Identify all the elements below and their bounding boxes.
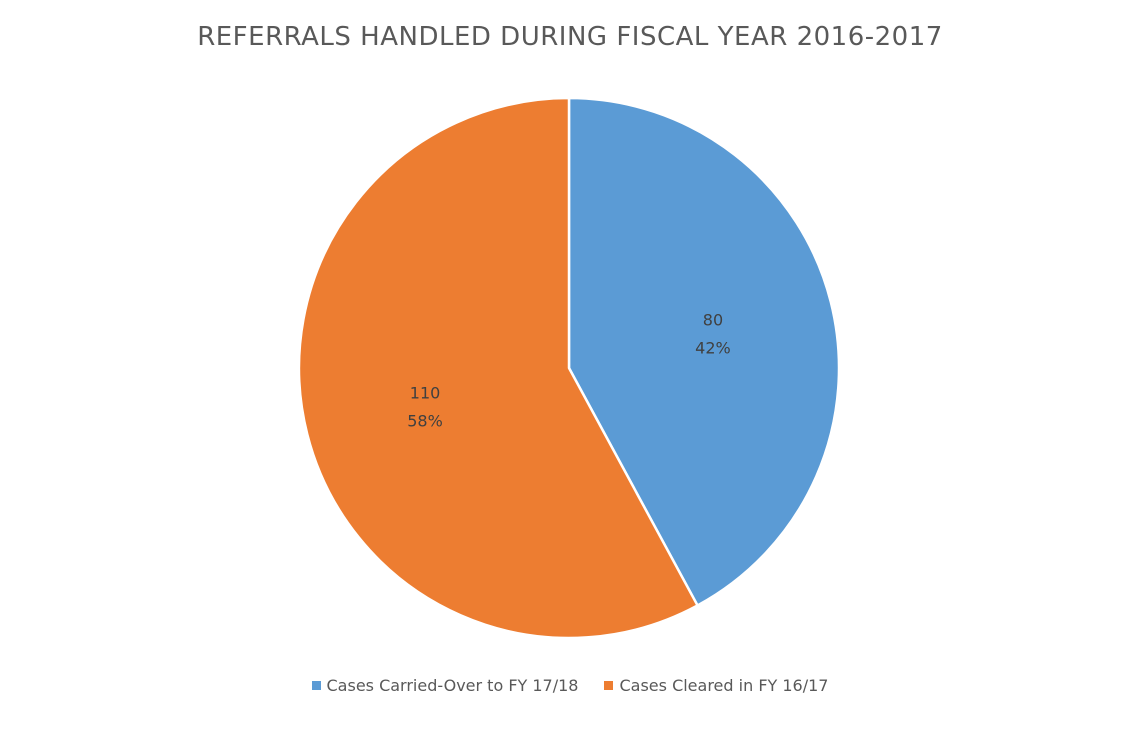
chart-legend: Cases Carried-Over to FY 17/18 Cases Cle…	[0, 676, 1140, 695]
data-label-percent-cleared: 58%	[407, 411, 443, 430]
legend-entry-cleared[interactable]: Cases Cleared in FY 16/17	[604, 676, 828, 695]
pie-slice-cleared[interactable]	[297, 96, 699, 640]
legend-swatch-cleared	[604, 681, 614, 690]
pie-slice-carried-over[interactable]	[567, 96, 841, 607]
data-label-value-carried-over: 80	[703, 311, 723, 330]
legend-swatch-carried-over	[311, 681, 321, 690]
legend-entry-carried-over[interactable]: Cases Carried-Over to FY 17/18	[311, 676, 579, 695]
data-label-value-cleared: 110	[410, 383, 441, 402]
legend-label-cleared: Cases Cleared in FY 16/17	[619, 676, 829, 695]
data-label-percent-carried-over: 42%	[695, 339, 731, 358]
chart-title: REFERRALS HANDLED DURING FISCAL YEAR 201…	[197, 22, 943, 52]
legend-label-carried-over: Cases Carried-Over to FY 17/18	[326, 676, 579, 695]
